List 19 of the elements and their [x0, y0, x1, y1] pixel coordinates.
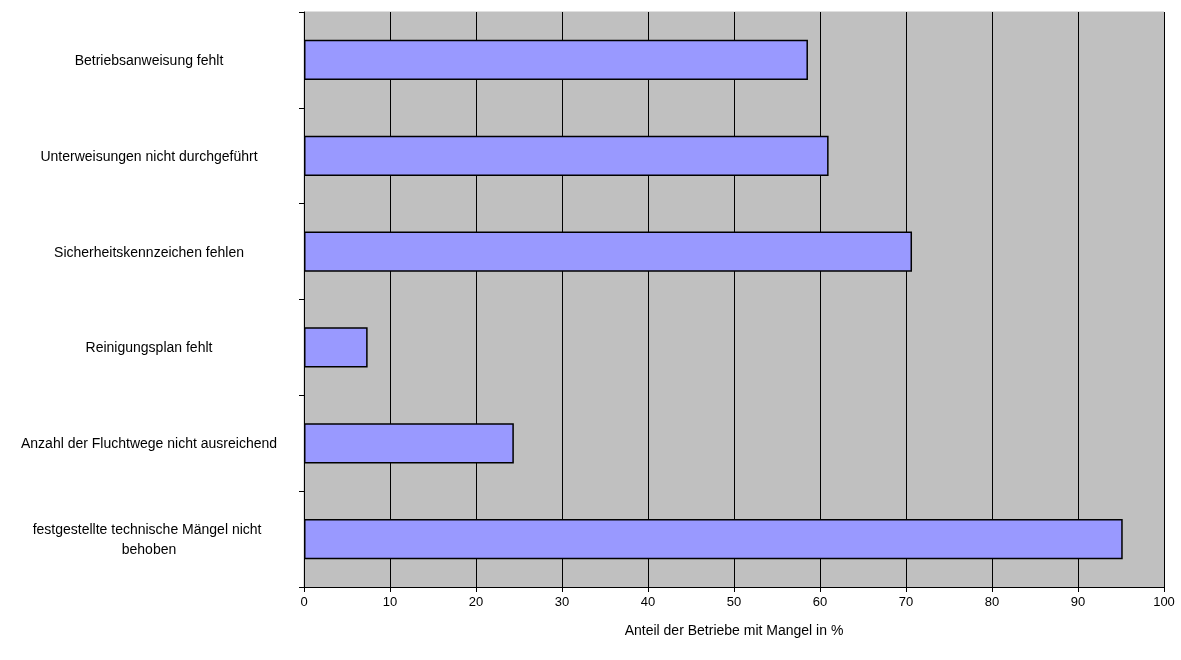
y-tick-label: Unterweisungen nicht durchgeführt [40, 147, 258, 164]
x-tick-label: 0 [300, 594, 308, 609]
x-tick-label: 30 [554, 594, 570, 609]
y-tick-label: Betriebsanweisung fehlt [74, 51, 224, 68]
y-tick-label: Reinigungsplan fehlt [85, 339, 213, 356]
x-tick-label: 10 [382, 594, 398, 609]
y-tick-label: Anzahl der Fluchtwege nicht ausreichend [20, 435, 278, 452]
x-tick-label: 80 [984, 594, 1000, 609]
x-tick-label: 20 [468, 594, 484, 609]
x-tick-label: 70 [898, 594, 914, 609]
x-tick-label: 40 [640, 594, 656, 609]
x-tick-label: 60 [812, 594, 828, 609]
x-tick-label: 50 [726, 594, 742, 609]
x-tick-label: 90 [1070, 594, 1086, 609]
x-tick-label: 100 [1153, 594, 1175, 609]
y-tick-label: Sicherheitskennzeichen fehlen [54, 243, 244, 260]
x-axis-title: Anteil der Betriebe mit Mangel in % [624, 622, 844, 638]
y-tick-label: festgestellte technische Mängel nicht behoben [32, 521, 266, 558]
bar [304, 327, 368, 368]
